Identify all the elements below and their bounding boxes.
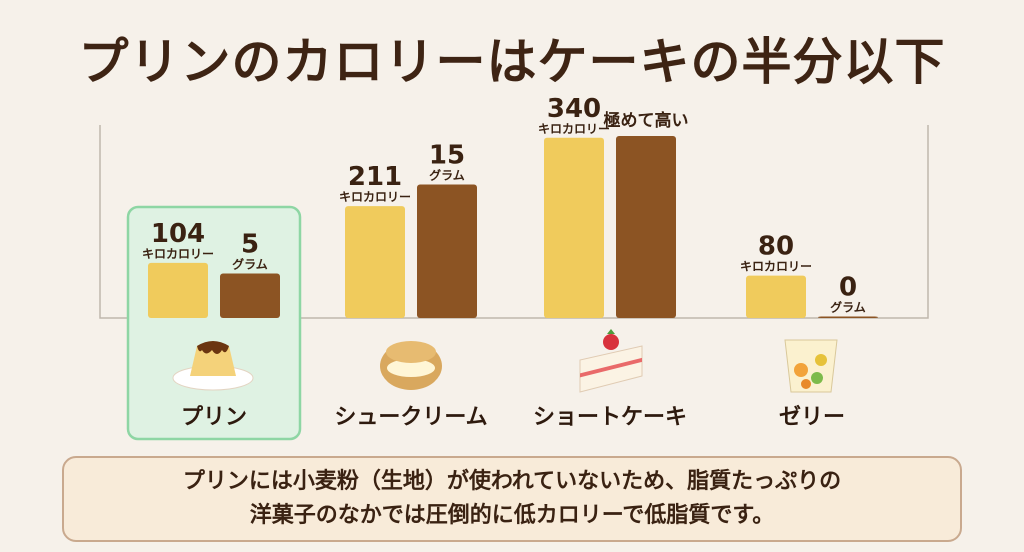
unit-label: キロカロリー bbox=[538, 122, 610, 136]
bar-fat bbox=[220, 273, 280, 318]
value-label: 15 bbox=[429, 141, 465, 171]
summary-box: プリンには小麦粉（生地）が使われていないため、脂質たっぷりの 洋菓子のなかでは圧… bbox=[62, 456, 962, 542]
summary-line-2: 洋菓子のなかでは圧倒的に低カロリーで低脂質です。 bbox=[249, 503, 775, 528]
bar-fat bbox=[616, 136, 676, 318]
cream-puff-icon bbox=[380, 341, 442, 390]
category-label: シュークリーム bbox=[334, 405, 487, 430]
bar-kcal bbox=[544, 137, 604, 318]
bar-kcal bbox=[148, 262, 208, 318]
purin-icon bbox=[172, 341, 254, 391]
bar-fat bbox=[417, 184, 477, 318]
unit-label: キロカロリー bbox=[142, 247, 214, 261]
annotation-label: 極めて高い bbox=[604, 110, 689, 131]
unit-label: キロカロリー bbox=[740, 260, 812, 274]
summary-line-1: プリンには小麦粉（生地）が使われていないため、脂質たっぷりの bbox=[182, 469, 842, 494]
shortcake-icon bbox=[579, 329, 643, 393]
unit-label: キロカロリー bbox=[339, 190, 411, 204]
unit-label: グラム bbox=[429, 168, 465, 183]
bar-fat bbox=[818, 316, 878, 318]
bar-kcal bbox=[746, 275, 806, 318]
value-label: 340 bbox=[547, 94, 601, 124]
unit-label: グラム bbox=[232, 257, 268, 272]
unit-label: グラム bbox=[830, 300, 866, 315]
category-label: ショートケーキ bbox=[533, 405, 687, 430]
jelly-icon bbox=[784, 339, 838, 393]
value-label: 5 bbox=[241, 230, 259, 260]
value-label: 80 bbox=[758, 232, 794, 262]
category-label: ゼリー bbox=[779, 405, 845, 430]
bar-kcal bbox=[345, 206, 405, 318]
value-label: 104 bbox=[151, 219, 205, 249]
value-label: 0 bbox=[839, 273, 857, 303]
value-label: 211 bbox=[348, 162, 402, 192]
chart-frame bbox=[99, 125, 929, 319]
page-title: プリンのカロリーはケーキの半分以下 bbox=[78, 33, 946, 91]
category-label: プリン bbox=[181, 405, 247, 430]
